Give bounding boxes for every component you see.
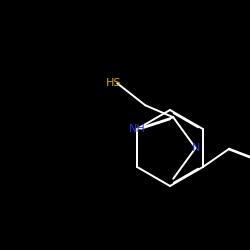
- Text: HS: HS: [106, 78, 121, 88]
- Text: NH: NH: [129, 124, 146, 134]
- Text: N: N: [192, 143, 200, 153]
